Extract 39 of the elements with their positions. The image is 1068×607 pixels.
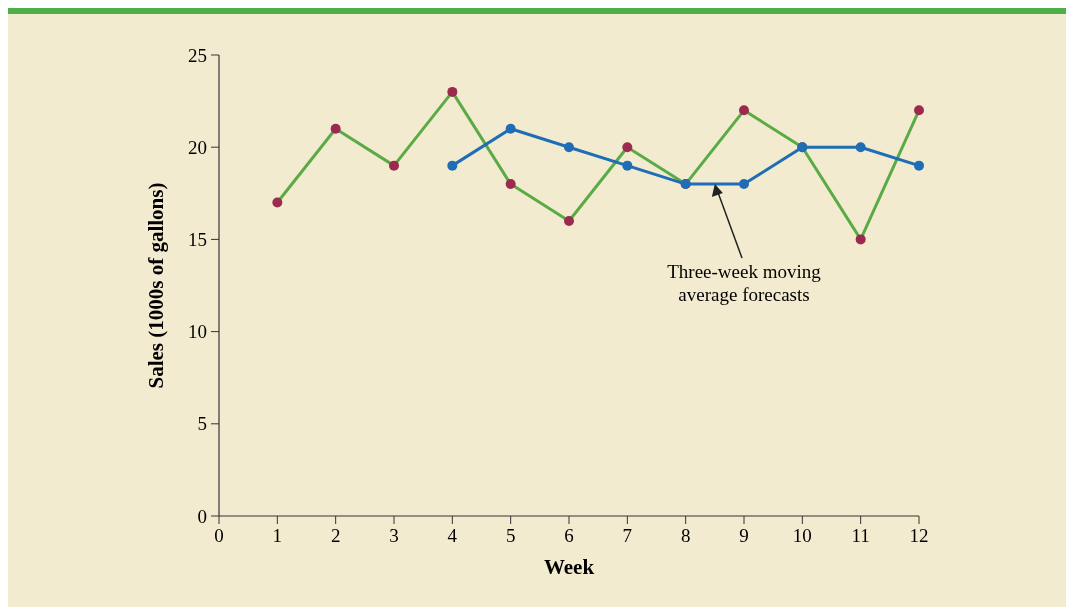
y-axis-title: Sales (1000s of gallons): [144, 182, 168, 389]
x-tick-label: 4: [447, 525, 458, 546]
y-tick-label: 15: [188, 229, 207, 251]
point: [272, 197, 283, 208]
x-tick-label: 8: [680, 525, 691, 546]
point: [739, 179, 749, 190]
x-tick-label: 1: [272, 525, 283, 546]
y-tick-label: 10: [188, 321, 207, 343]
point: [447, 86, 458, 97]
x-tick-label: 6: [564, 525, 574, 546]
point: [505, 179, 516, 190]
x-tick-label: 5: [505, 525, 516, 546]
x-tick-label: 2: [330, 525, 341, 546]
point: [914, 105, 924, 116]
point: [739, 105, 749, 116]
y-tick-label: 5: [197, 413, 207, 435]
y-tick-label: 0: [197, 505, 207, 527]
y-tick-label: 25: [188, 44, 207, 66]
point: [622, 160, 633, 171]
point: [914, 160, 924, 171]
point: [389, 160, 399, 171]
point: [447, 160, 458, 171]
point: [505, 123, 516, 134]
point: [855, 142, 866, 153]
x-tick-label: 9: [739, 525, 749, 546]
x-tick-label: 3: [389, 525, 399, 546]
x-tick-label: 12: [909, 525, 929, 546]
annotation: Three-week moving average forecasts: [667, 261, 822, 305]
x-tick-label: 7: [622, 525, 633, 546]
x-tick-label: 0: [214, 525, 224, 546]
x-tick-label: 10: [792, 525, 812, 546]
point: [330, 123, 341, 134]
point: [564, 215, 574, 226]
point: [622, 142, 633, 153]
y-tick-label: 20: [188, 136, 207, 158]
point: [564, 142, 574, 153]
x-axis-title: Week: [543, 555, 595, 579]
x-tick-label: 11: [851, 525, 870, 546]
point: [855, 234, 866, 245]
